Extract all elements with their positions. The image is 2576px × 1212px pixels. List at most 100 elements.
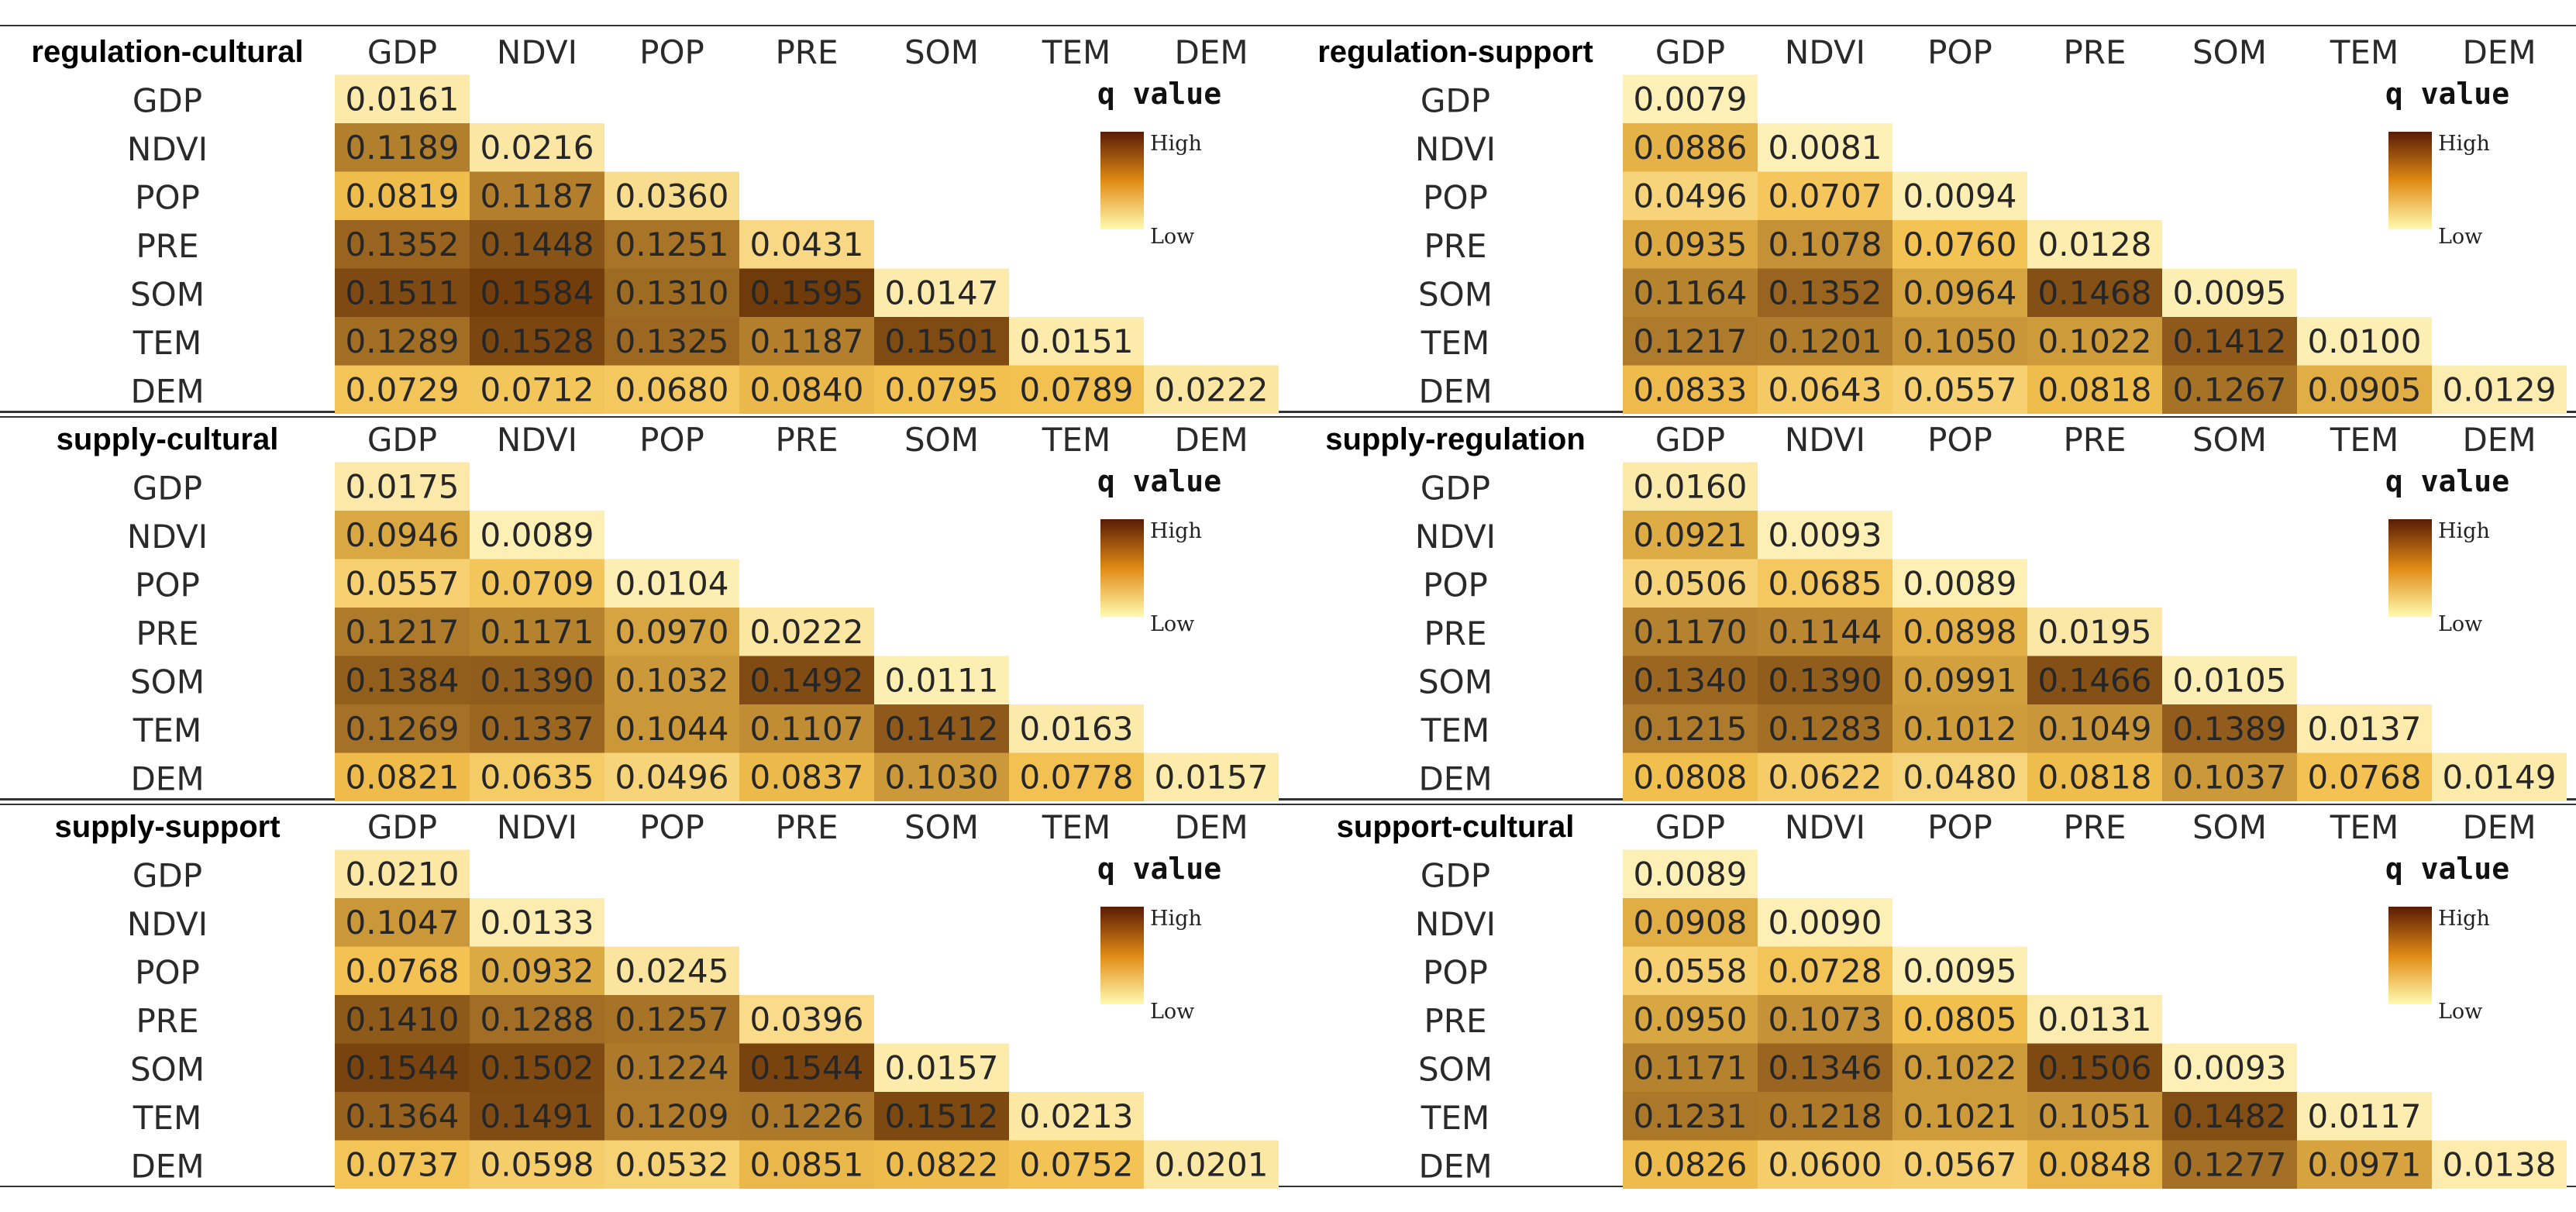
legend-colorbar xyxy=(2388,907,2432,1004)
band-divider-thin xyxy=(0,804,2576,805)
cell-value-label: 0.1037 xyxy=(2173,759,2287,797)
cell-value-label: 0.1226 xyxy=(750,1097,864,1135)
cell-value-label: 0.0712 xyxy=(480,371,594,409)
heatmap-cell xyxy=(1758,123,1892,172)
column-label: DEM xyxy=(1174,808,1248,846)
cell-value-label: 0.1544 xyxy=(750,1049,864,1087)
cell-value-label: 0.0795 xyxy=(885,371,999,409)
cell-value-label: 0.0095 xyxy=(1903,952,2017,990)
row-label: TEM xyxy=(1421,711,1489,749)
heatmap-cell xyxy=(470,946,604,995)
cell-value-label: 0.1049 xyxy=(2038,710,2152,748)
panel-title: supply-cultural xyxy=(57,422,279,456)
heatmap-cell xyxy=(1758,365,1892,414)
heatmap-cell xyxy=(1758,1092,1892,1141)
cell-value-label: 0.0964 xyxy=(1903,274,2017,312)
row-label: SOM xyxy=(130,1051,205,1089)
heatmap-cell xyxy=(1623,1140,1758,1189)
heatmap-cell xyxy=(1009,1092,1144,1141)
legend-title: q value xyxy=(1097,852,1221,886)
heatmap-cell xyxy=(2027,220,2162,269)
cell-value-label: 0.0635 xyxy=(480,759,594,797)
cell-value-label: 0.1021 xyxy=(1903,1097,2017,1135)
heatmap-cell xyxy=(470,511,604,560)
heatmap-cell xyxy=(1758,995,1892,1044)
cell-value-label: 0.1502 xyxy=(480,1049,594,1087)
heatmap-cell xyxy=(604,608,739,656)
heatmap-cell xyxy=(1758,752,1892,801)
heatmap-cell xyxy=(604,220,739,269)
cell-value-label: 0.0151 xyxy=(1020,322,1134,360)
legend: q value High Low xyxy=(1097,464,1221,636)
heatmap-cell xyxy=(2162,317,2297,366)
cell-value-label: 0.0805 xyxy=(1903,1000,2017,1038)
row-label: SOM xyxy=(1418,276,1493,314)
cell-value-label: 0.1164 xyxy=(1634,274,1748,312)
column-label: SOM xyxy=(2192,421,2267,459)
heatmap-cell xyxy=(1758,1043,1892,1092)
heatmap-cell xyxy=(1892,1092,2027,1141)
cell-value-label: 0.1390 xyxy=(480,662,594,700)
cell-value-label: 0.0643 xyxy=(1768,371,1882,409)
cell-value-label: 0.1277 xyxy=(2173,1146,2287,1184)
cell-value-label: 0.0822 xyxy=(885,1146,999,1184)
panel-title: supply-regulation xyxy=(1325,422,1586,456)
cell-value-label: 0.1491 xyxy=(480,1097,594,1135)
band-divider-thin xyxy=(0,416,2576,418)
heatmap-cell xyxy=(2432,752,2567,801)
column-label: GDP xyxy=(367,421,437,459)
heatmap-cell xyxy=(335,317,470,366)
cell-value-label: 0.0848 xyxy=(2038,1146,2152,1184)
cell-value-label: 0.1310 xyxy=(615,274,729,312)
row-label: DEM xyxy=(1418,1148,1492,1186)
row-label: POP xyxy=(135,566,200,604)
cell-value-label: 0.0089 xyxy=(480,516,594,554)
heatmap-cell xyxy=(2162,365,2297,414)
cell-value-label: 0.1231 xyxy=(1634,1097,1748,1135)
cell-value-label: 0.1340 xyxy=(1634,662,1748,700)
cell-value-label: 0.1584 xyxy=(480,274,594,312)
cell-value-label: 0.1501 xyxy=(885,322,999,360)
row-label: TEM xyxy=(133,711,201,749)
heatmap-cell xyxy=(1144,365,1279,414)
cell-value-label: 0.0163 xyxy=(1020,710,1134,748)
cell-value-label: 0.0157 xyxy=(1155,759,1269,797)
cell-value-label: 0.0707 xyxy=(1768,177,1882,215)
heatmap-cell xyxy=(874,268,1009,317)
heatmap-panel-supply-support: supply-support GDP NDVI POP PRE SOM TEM DEM GDP 0… xyxy=(54,808,1279,1189)
heatmap-cell xyxy=(739,317,874,366)
heatmap-cell xyxy=(1623,1092,1758,1141)
cell-value-label: 0.1187 xyxy=(480,177,594,215)
cell-value-label: 0.1047 xyxy=(346,904,460,942)
column-label: TEM xyxy=(2330,33,2399,71)
heatmap-cell xyxy=(1892,704,2027,753)
cell-value-label: 0.1390 xyxy=(1768,662,1882,700)
heatmap-cell xyxy=(2027,608,2162,656)
cell-value-label: 0.0557 xyxy=(346,565,460,603)
cell-value-label: 0.1352 xyxy=(346,226,460,263)
legend-high-label: High xyxy=(2438,519,2490,543)
cell-value-label: 0.0138 xyxy=(2443,1146,2557,1184)
legend-high-label: High xyxy=(2438,132,2490,156)
cell-value-label: 0.0396 xyxy=(750,1000,864,1038)
heatmap-cell xyxy=(739,365,874,414)
heatmap-cell xyxy=(1009,317,1144,366)
heatmap-cell xyxy=(1623,1043,1758,1092)
column-label: DEM xyxy=(2462,33,2536,71)
column-label: SOM xyxy=(2192,808,2267,846)
cell-value-label: 0.0095 xyxy=(2173,274,2287,312)
heatmap-cell xyxy=(874,1092,1009,1141)
cell-value-label: 0.1288 xyxy=(480,1000,594,1038)
band-divider-thick xyxy=(0,411,2576,413)
heatmap-cell xyxy=(1623,656,1758,704)
heatmap-cell xyxy=(874,1140,1009,1189)
legend-title: q value xyxy=(2385,77,2509,111)
cell-value-label: 0.1078 xyxy=(1768,226,1882,263)
heatmap-cell xyxy=(1144,752,1279,801)
cell-value-label: 0.0210 xyxy=(346,856,460,894)
row-label: DEM xyxy=(1418,373,1492,411)
cell-value-label: 0.0819 xyxy=(346,177,460,215)
heatmap-cell xyxy=(1892,608,2027,656)
cell-value-label: 0.1482 xyxy=(2173,1097,2287,1135)
